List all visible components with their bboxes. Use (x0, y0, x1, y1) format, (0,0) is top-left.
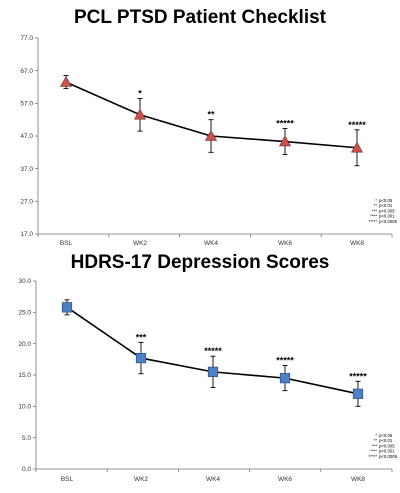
significance-label: ***** (349, 371, 367, 381)
y-tick-label: 5.0 (22, 435, 31, 442)
significance-label: ***** (276, 356, 294, 366)
legend-stars: ** (374, 438, 378, 443)
legend-entry: p<0.001 (379, 214, 395, 219)
legend-stars: *** (372, 208, 377, 213)
data-point (352, 388, 364, 399)
data-point (61, 302, 73, 313)
y-tick-label: 47.0 (20, 133, 33, 140)
legend-stars: ***** (369, 219, 378, 224)
significance-label: * (138, 88, 142, 98)
legend-entry: p<0.05 (379, 433, 393, 438)
significance-label: ***** (276, 118, 294, 128)
legend-entry: p<0.01 (379, 203, 393, 208)
x-tick-label: BSL (60, 240, 73, 245)
chart-title: HDRS-17 Depression Scores (70, 252, 330, 273)
legend-stars: *** (372, 443, 377, 448)
legend-entry: p<0.0005 (379, 219, 398, 224)
legend-stars: ** (374, 203, 378, 208)
legend-stars: **** (370, 214, 377, 219)
x-tick-label: WK6 (278, 476, 292, 483)
y-tick-label: 67.0 (20, 68, 33, 75)
data-point (279, 373, 291, 384)
data-point (133, 108, 147, 120)
x-tick-label: WK2 (134, 476, 148, 483)
data-point (207, 366, 219, 377)
y-tick-label: 27.0 (20, 199, 33, 206)
significance-label: *** (136, 332, 147, 342)
y-tick-label: 10.0 (18, 404, 31, 411)
y-tick-label: 0.0 (22, 466, 31, 473)
y-tick-label: 77.0 (20, 35, 33, 42)
pcl-chart-panel: PCL PTSD Patient Checklist 17.0 27.0 37.0 4… (0, 0, 400, 245)
pcl-plot: 17.0 27.0 37.0 47.0 57.0 67.0 77.0 BSL WK2 WK4 WK6… (20, 35, 398, 245)
legend-entry: p<0.01 (379, 438, 393, 443)
x-tick-label: WK6 (278, 240, 292, 245)
significance-label: ** (207, 110, 215, 120)
legend-entry: p<0.005 (379, 208, 395, 213)
significance-label: ***** (204, 346, 222, 356)
legend-entry: p<0.05 (379, 198, 393, 203)
data-point (350, 141, 364, 153)
data-point (59, 75, 73, 87)
chart-title: PCL PTSD Patient Checklist (74, 7, 326, 28)
y-tick-label: 57.0 (20, 101, 33, 108)
y-tick-label: 37.0 (20, 166, 33, 173)
legend-stars: ***** (369, 454, 378, 459)
hdrs-chart-panel: HDRS-17 Depression Scores 0.0 5.0 10.0 15.0… (0, 247, 400, 493)
x-tick-label: WK8 (350, 240, 364, 245)
legend-stars: * (375, 198, 377, 203)
y-tick-label: 30.0 (18, 278, 31, 285)
x-tick-label: BSL (61, 476, 74, 483)
legend-entry: p<0.005 (379, 443, 395, 448)
y-tick-label: 15.0 (18, 372, 31, 379)
data-point (204, 129, 218, 141)
x-tick-label: WK4 (206, 476, 220, 483)
legend-stars: * (375, 433, 377, 438)
y-tick-label: 17.0 (20, 231, 33, 238)
legend-stars: **** (370, 449, 377, 454)
legend-entry: p<0.0005 (379, 454, 398, 459)
y-tick-label: 20.0 (18, 341, 31, 348)
data-point (135, 352, 147, 364)
legend-entry: p<0.001 (379, 449, 395, 454)
x-tick-label: WK2 (133, 240, 147, 245)
x-tick-label: WK4 (204, 240, 218, 245)
x-tick-label: WK8 (351, 476, 365, 483)
data-point (278, 135, 292, 147)
significance-label: ***** (348, 120, 366, 130)
hdrs-plot: 0.0 5.0 10.0 15.0 20.0 25.0 30.0 BSL WK2 WK4 WK6 WK… (18, 278, 398, 483)
y-tick-label: 25.0 (18, 310, 31, 317)
